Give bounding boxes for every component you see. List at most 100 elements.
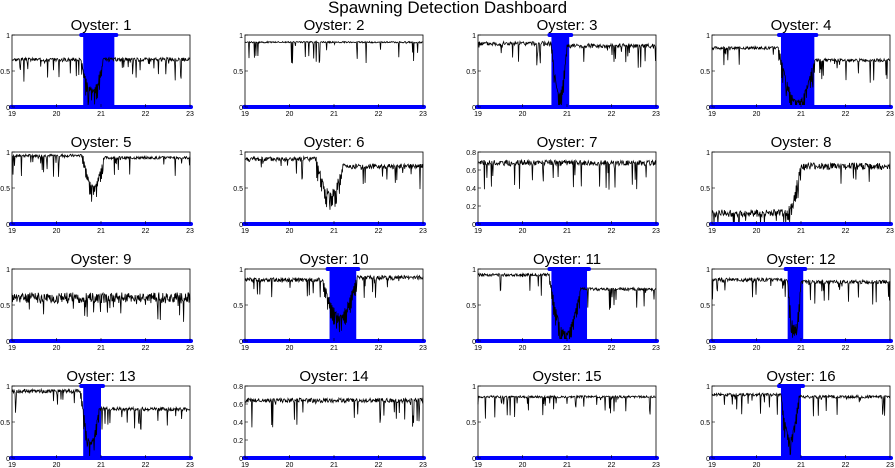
y-tick-label: 0 bbox=[6, 105, 10, 112]
x-tick-label: 20 bbox=[53, 462, 61, 468]
x-tick-label: 22 bbox=[842, 462, 850, 468]
x-tick-label: 23 bbox=[186, 111, 194, 118]
y-tick-label: 0.5 bbox=[700, 186, 710, 193]
oyster-panel-11: Oyster: 11 19 20 21 22 23 0 0.5 1 bbox=[466, 251, 660, 352]
y-tick-label: 1 bbox=[6, 150, 10, 157]
panel-title: Oyster: 3 bbox=[537, 17, 598, 34]
x-tick-label: 19 bbox=[474, 228, 482, 235]
series-line bbox=[11, 56, 191, 106]
oyster-panel-2: Oyster: 2 19 20 21 22 23 0 0.5 1 bbox=[233, 17, 427, 118]
y-tick-label: 0.4 bbox=[233, 420, 243, 427]
x-tick-label: 20 bbox=[753, 345, 761, 352]
x-tick-label: 23 bbox=[652, 228, 660, 235]
y-tick-label: 0.5 bbox=[700, 420, 710, 427]
y-tick-label: 0 bbox=[239, 222, 243, 229]
y-tick-label: 0 bbox=[239, 456, 243, 463]
x-tick-label: 21 bbox=[97, 111, 105, 118]
y-tick-label: 0.5 bbox=[233, 69, 243, 76]
x-tick-label: 20 bbox=[286, 228, 294, 235]
oyster-panel-16: Oyster: 16 19 20 21 22 23 0 0.5 1 bbox=[700, 368, 894, 468]
y-tick-label: 1 bbox=[239, 33, 243, 40]
series-line bbox=[477, 40, 657, 108]
x-tick-label: 19 bbox=[708, 228, 716, 235]
y-tick-label: 0 bbox=[239, 105, 243, 112]
spawn-window bbox=[83, 35, 115, 107]
y-tick-label: 1 bbox=[706, 150, 710, 157]
x-tick-label: 20 bbox=[286, 345, 294, 352]
series-line bbox=[11, 291, 191, 322]
x-tick-label: 21 bbox=[330, 228, 338, 235]
x-tick-label: 20 bbox=[286, 462, 294, 468]
series-line bbox=[711, 162, 891, 225]
x-tick-label: 19 bbox=[8, 111, 16, 118]
panel-title: Oyster: 2 bbox=[304, 17, 365, 34]
oyster-panel-5: Oyster: 5 19 20 21 22 23 0 0.5 1 bbox=[0, 134, 194, 235]
series-line bbox=[477, 272, 657, 342]
x-tick-label: 21 bbox=[797, 462, 805, 468]
series-line bbox=[711, 45, 891, 108]
y-tick-label: 0.5 bbox=[466, 69, 476, 76]
x-tick-label: 19 bbox=[474, 111, 482, 118]
x-tick-label: 21 bbox=[330, 345, 338, 352]
x-tick-label: 19 bbox=[8, 228, 16, 235]
x-tick-label: 22 bbox=[142, 462, 150, 468]
y-tick-label: 0 bbox=[706, 339, 710, 346]
panel-title: Oyster: 13 bbox=[66, 368, 135, 385]
y-tick-label: 0 bbox=[472, 222, 476, 229]
spawn-window bbox=[551, 269, 588, 341]
panel-title: Oyster: 14 bbox=[299, 368, 368, 385]
y-tick-label: 0.5 bbox=[466, 420, 476, 427]
x-tick-label: 22 bbox=[375, 228, 383, 235]
x-tick-label: 22 bbox=[842, 345, 850, 352]
y-tick-label: 0 bbox=[706, 105, 710, 112]
x-tick-label: 21 bbox=[97, 462, 105, 468]
x-tick-label: 21 bbox=[330, 111, 338, 118]
x-tick-label: 20 bbox=[519, 345, 527, 352]
oyster-panel-13: Oyster: 13 19 20 21 22 23 0 0.5 1 bbox=[0, 368, 194, 468]
oyster-panel-15: Oyster: 15 19 20 21 22 23 0 0.5 1 bbox=[466, 368, 660, 468]
x-tick-label: 23 bbox=[886, 462, 894, 468]
y-tick-label: 0 bbox=[6, 222, 10, 229]
y-tick-label: 0.2 bbox=[466, 204, 476, 211]
x-tick-label: 23 bbox=[419, 228, 427, 235]
x-tick-label: 19 bbox=[474, 345, 482, 352]
oyster-panel-4: Oyster: 4 19 20 21 22 23 0 0.5 1 bbox=[700, 17, 894, 118]
series-line bbox=[711, 276, 891, 338]
x-tick-label: 22 bbox=[375, 111, 383, 118]
x-tick-label: 21 bbox=[330, 462, 338, 468]
x-tick-label: 19 bbox=[708, 111, 716, 118]
dashboard-title: Spawning Detection Dashboard bbox=[327, 0, 568, 17]
y-tick-label: 0.8 bbox=[466, 150, 476, 157]
y-tick-label: 0.6 bbox=[233, 402, 243, 409]
y-tick-label: 0.5 bbox=[0, 420, 10, 427]
y-tick-label: 0 bbox=[706, 222, 710, 229]
y-tick-label: 1 bbox=[472, 33, 476, 40]
spawn-window bbox=[551, 35, 570, 107]
x-tick-label: 20 bbox=[753, 228, 761, 235]
x-tick-label: 22 bbox=[842, 111, 850, 118]
oyster-panel-1: Oyster: 1 19 20 21 22 23 0 0.5 1 bbox=[0, 17, 194, 118]
x-tick-label: 21 bbox=[563, 111, 571, 118]
x-tick-label: 22 bbox=[608, 462, 616, 468]
y-tick-label: 1 bbox=[706, 267, 710, 274]
x-tick-label: 20 bbox=[53, 111, 61, 118]
y-tick-label: 1 bbox=[239, 150, 243, 157]
panel-title: Oyster: 16 bbox=[766, 368, 835, 385]
x-tick-label: 23 bbox=[186, 345, 194, 352]
panel-title: Oyster: 6 bbox=[304, 134, 365, 151]
x-tick-label: 23 bbox=[419, 462, 427, 468]
y-tick-label: 1 bbox=[472, 384, 476, 391]
oyster-panel-12: Oyster: 12 19 20 21 22 23 0 0.5 1 bbox=[700, 251, 894, 352]
x-tick-label: 21 bbox=[97, 345, 105, 352]
y-tick-label: 0.5 bbox=[0, 69, 10, 76]
x-tick-label: 23 bbox=[186, 462, 194, 468]
x-tick-label: 21 bbox=[797, 345, 805, 352]
spawn-window bbox=[780, 35, 815, 107]
y-tick-label: 0.5 bbox=[233, 303, 243, 310]
x-tick-label: 20 bbox=[753, 462, 761, 468]
x-tick-label: 21 bbox=[797, 111, 805, 118]
x-tick-label: 22 bbox=[375, 345, 383, 352]
x-tick-label: 22 bbox=[608, 228, 616, 235]
y-tick-label: 0.5 bbox=[233, 186, 243, 193]
